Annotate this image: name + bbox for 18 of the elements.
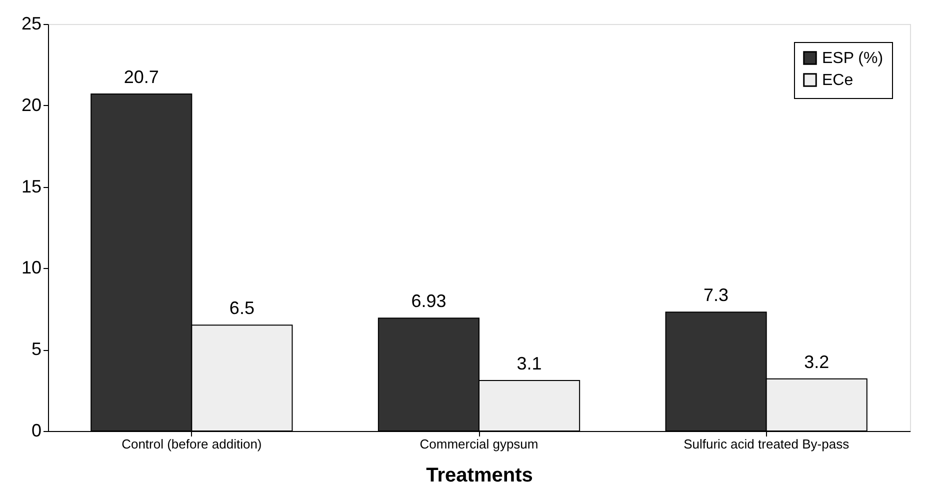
x-axis-title: Treatments: [426, 464, 533, 486]
y-tick-label: 5: [31, 339, 42, 360]
legend-label: ESP (%): [822, 50, 884, 67]
y-tick-label: 0: [31, 420, 42, 440]
y-tick-label: 15: [21, 176, 42, 196]
x-tick-label: Sulfuric acid treated By-pass: [684, 436, 850, 452]
data-label: 20.7: [124, 67, 159, 88]
data-label: 3.1: [516, 354, 542, 374]
y-tick-label: 20: [21, 94, 42, 115]
y-tick-label: 25: [21, 14, 42, 34]
data-label: 6.93: [411, 291, 446, 312]
x-tick-label: Control (before addition): [122, 436, 262, 452]
y-tick-label: 10: [21, 258, 42, 278]
x-tick-label: Commercial gypsum: [420, 436, 538, 452]
legend-label: ECe: [822, 72, 854, 89]
data-label: 6.5: [229, 298, 254, 318]
data-label: 7.3: [704, 285, 729, 306]
data-label: 3.2: [804, 352, 830, 372]
